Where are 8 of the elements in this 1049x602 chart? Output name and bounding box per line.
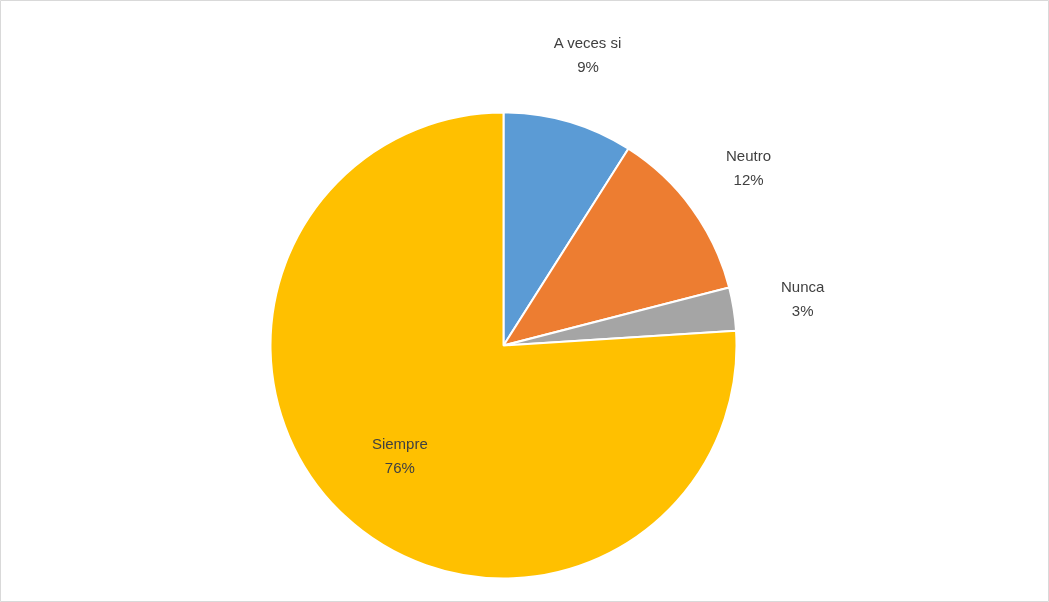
data-label: 9% <box>577 58 599 76</box>
slice-label: Siempre <box>371 435 428 453</box>
data-label: 3% <box>791 301 814 319</box>
slice-label: A veces si <box>553 34 622 52</box>
slice-label: Neutro <box>726 146 772 164</box>
data-label: 12% <box>733 170 764 188</box>
data-label: 76% <box>384 459 415 477</box>
slice-label: Nunca <box>780 277 826 295</box>
